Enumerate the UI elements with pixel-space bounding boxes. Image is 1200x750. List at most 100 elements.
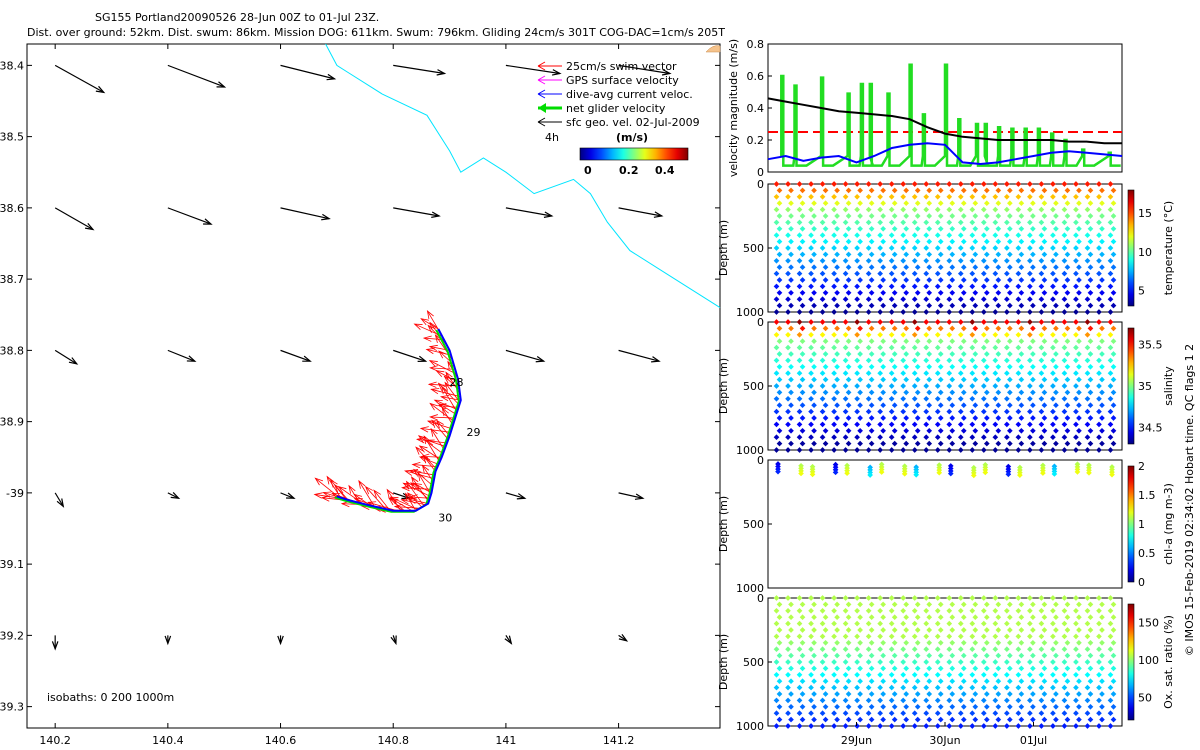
- map-ytick-label: -38.7: [0, 273, 24, 286]
- oxygen-point: [1099, 601, 1105, 608]
- temperature-point: [785, 219, 791, 226]
- oxygen-point: [983, 652, 990, 659]
- oxygen-point: [946, 723, 953, 729]
- salinity-point: [903, 402, 910, 409]
- oxygen-point: [857, 691, 863, 697]
- salinity-point: [914, 363, 921, 370]
- chlorophyll-point: [1017, 472, 1023, 478]
- geo-velocity-arrow-head: [321, 213, 331, 221]
- temperature-point: [799, 251, 806, 258]
- swim-vector-arrow-head: [410, 482, 419, 491]
- temperature-point: [880, 277, 886, 283]
- net-velocity-line: [780, 63, 1121, 167]
- oxygen-point: [880, 665, 886, 672]
- salinity-point: [842, 319, 849, 325]
- oxygen-point: [1053, 601, 1059, 608]
- oxygen-point: [788, 627, 794, 633]
- temperature-point: [1004, 257, 1010, 264]
- temperature-point: [1038, 245, 1045, 251]
- salinity-point: [1064, 325, 1071, 332]
- salinity-point: [1064, 338, 1071, 345]
- oxygen-point: [799, 627, 806, 633]
- temperature-point: [845, 225, 852, 232]
- oxygen-point: [1099, 639, 1105, 646]
- oxygen-point: [1007, 665, 1013, 672]
- oxygen-point: [926, 652, 933, 659]
- salinity-point: [1050, 421, 1056, 428]
- oxygen-point: [1107, 607, 1114, 614]
- salinity-point: [1087, 415, 1094, 421]
- salinity-point: [788, 389, 794, 396]
- temperature-point: [796, 296, 803, 303]
- swim-vector-arrow-head: [404, 469, 414, 476]
- temperature-point: [877, 193, 883, 200]
- velocity-ytick-label: 0: [757, 166, 764, 179]
- temperature-point: [995, 225, 1002, 232]
- oxygen-point: [995, 716, 1002, 723]
- salinity-point: [972, 325, 979, 332]
- chlorophyll-ytick-label: 0: [757, 454, 764, 467]
- swim-vector-arrow-head: [430, 427, 438, 437]
- oxygen-point: [911, 607, 918, 614]
- oxygen-point: [868, 678, 875, 685]
- temperature-point: [831, 309, 837, 315]
- temperature-point: [926, 238, 933, 245]
- temperature-point: [1107, 296, 1114, 303]
- oxygen-point: [1084, 646, 1091, 653]
- salinity-point: [926, 363, 933, 370]
- temperature-point: [969, 206, 976, 213]
- temperature-point: [946, 296, 953, 303]
- temperature-point: [1030, 289, 1036, 296]
- salinity-point: [1110, 389, 1117, 396]
- oxygen-point: [1027, 723, 1033, 729]
- salinity-point: [1084, 383, 1091, 389]
- temperature-point: [773, 181, 780, 187]
- temperature-point: [1061, 193, 1068, 200]
- salinity-point: [1096, 395, 1102, 402]
- oxygen-point: [1061, 723, 1068, 729]
- temperature-point: [1015, 193, 1022, 200]
- oxygen-point: [983, 601, 990, 608]
- oxygen-point: [923, 607, 930, 614]
- temperature-point: [1107, 193, 1114, 200]
- oxygen-colorbar: [1127, 603, 1135, 721]
- oxygen-point: [1004, 620, 1010, 627]
- oxygen-point: [891, 716, 898, 723]
- temperature-point: [983, 213, 990, 219]
- geo-velocity-arrow-head: [504, 635, 513, 645]
- oxygen-point: [868, 601, 875, 608]
- geo-velocity-arrow-head: [170, 492, 181, 500]
- salinity-point: [785, 331, 791, 338]
- temperature-point: [926, 277, 933, 283]
- temperature-point: [888, 206, 895, 213]
- oxygen-point: [914, 614, 921, 621]
- salinity-point: [923, 395, 930, 402]
- oxygen-point: [865, 710, 872, 717]
- salinity-point: [1007, 351, 1013, 357]
- oxygen-point: [934, 646, 941, 653]
- oxygen-point: [980, 607, 987, 614]
- temperature-point: [1050, 181, 1056, 187]
- salinity-point: [854, 383, 860, 389]
- salinity-point: [877, 408, 883, 415]
- salinity-point: [796, 357, 803, 364]
- oxygen-point: [842, 646, 849, 653]
- salinity-point: [903, 389, 910, 396]
- geo-velocity-arrow-head: [302, 355, 312, 362]
- oxygen-point: [1110, 678, 1117, 685]
- salinity-point: [900, 331, 907, 338]
- isobath-legend-label: isobaths: 0 200 1000m: [47, 691, 174, 704]
- temperature-point: [1015, 296, 1022, 303]
- chlorophyll-point: [809, 471, 816, 478]
- salinity-point: [811, 376, 817, 383]
- temperature-point: [1099, 238, 1105, 245]
- temperature-point: [1087, 187, 1094, 194]
- temperature-point: [868, 238, 875, 245]
- temperature-point: [1064, 264, 1071, 271]
- geo-velocity-arrow: [54, 64, 105, 93]
- temperature-point: [808, 309, 814, 315]
- temperature-point: [842, 206, 849, 213]
- temperature-point: [1087, 238, 1094, 245]
- salinity-point: [1053, 351, 1059, 357]
